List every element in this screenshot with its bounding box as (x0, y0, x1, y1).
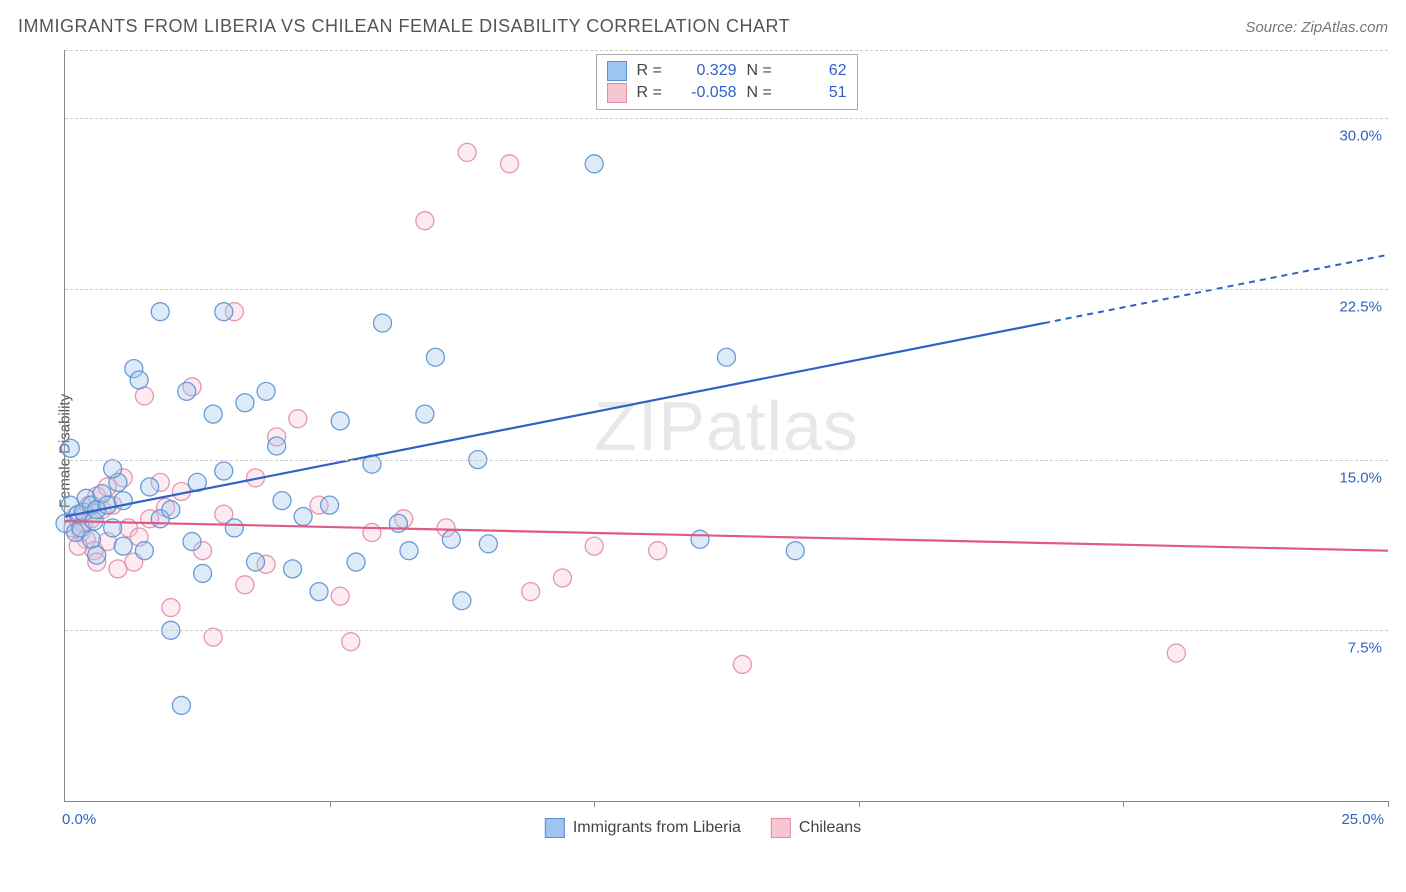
legend-r-value-b: -0.058 (677, 84, 737, 102)
legend-n-value-a: 62 (787, 62, 847, 80)
y-tick-label: 22.5% (1339, 298, 1382, 315)
chart-area: Female Disability ZIPatlas R = 0.329 N =… (18, 50, 1388, 852)
legend-r-label: R = (637, 62, 667, 80)
y-tick-label: 15.0% (1339, 469, 1382, 486)
plot-region: ZIPatlas R = 0.329 N = 62 R = -0.058 N =… (64, 50, 1388, 802)
swatch-series-b (607, 83, 627, 103)
legend-item-series-b: Chileans (771, 818, 861, 838)
y-tick-label: 30.0% (1339, 128, 1382, 145)
y-tick-label: 7.5% (1348, 640, 1382, 657)
chart-title: IMMIGRANTS FROM LIBERIA VS CHILEAN FEMAL… (18, 16, 790, 37)
legend-row-series-b: R = -0.058 N = 51 (607, 83, 847, 103)
swatch-series-b (771, 818, 791, 838)
legend-series-b-label: Chileans (799, 819, 861, 837)
source-name: ZipAtlas.com (1301, 19, 1388, 36)
x-origin-label: 0.0% (62, 811, 96, 828)
scatter-svg (65, 50, 1388, 801)
legend-r-value-a: 0.329 (677, 62, 737, 80)
legend-r-label: R = (637, 84, 667, 102)
legend-series-a-label: Immigrants from Liberia (573, 819, 741, 837)
chart-source: Source: ZipAtlas.com (1245, 19, 1388, 36)
legend-n-value-b: 51 (787, 84, 847, 102)
legend-row-series-a: R = 0.329 N = 62 (607, 61, 847, 81)
source-prefix: Source: (1245, 19, 1301, 36)
legend-n-label: N = (747, 84, 777, 102)
swatch-series-a (545, 818, 565, 838)
legend-n-label: N = (747, 62, 777, 80)
chart-header: IMMIGRANTS FROM LIBERIA VS CHILEAN FEMAL… (18, 16, 1388, 37)
legend-correlation: R = 0.329 N = 62 R = -0.058 N = 51 (596, 54, 858, 110)
legend-series: Immigrants from Liberia Chileans (545, 818, 861, 838)
legend-item-series-a: Immigrants from Liberia (545, 818, 741, 838)
x-end-label: 25.0% (1341, 811, 1384, 828)
swatch-series-a (607, 61, 627, 81)
